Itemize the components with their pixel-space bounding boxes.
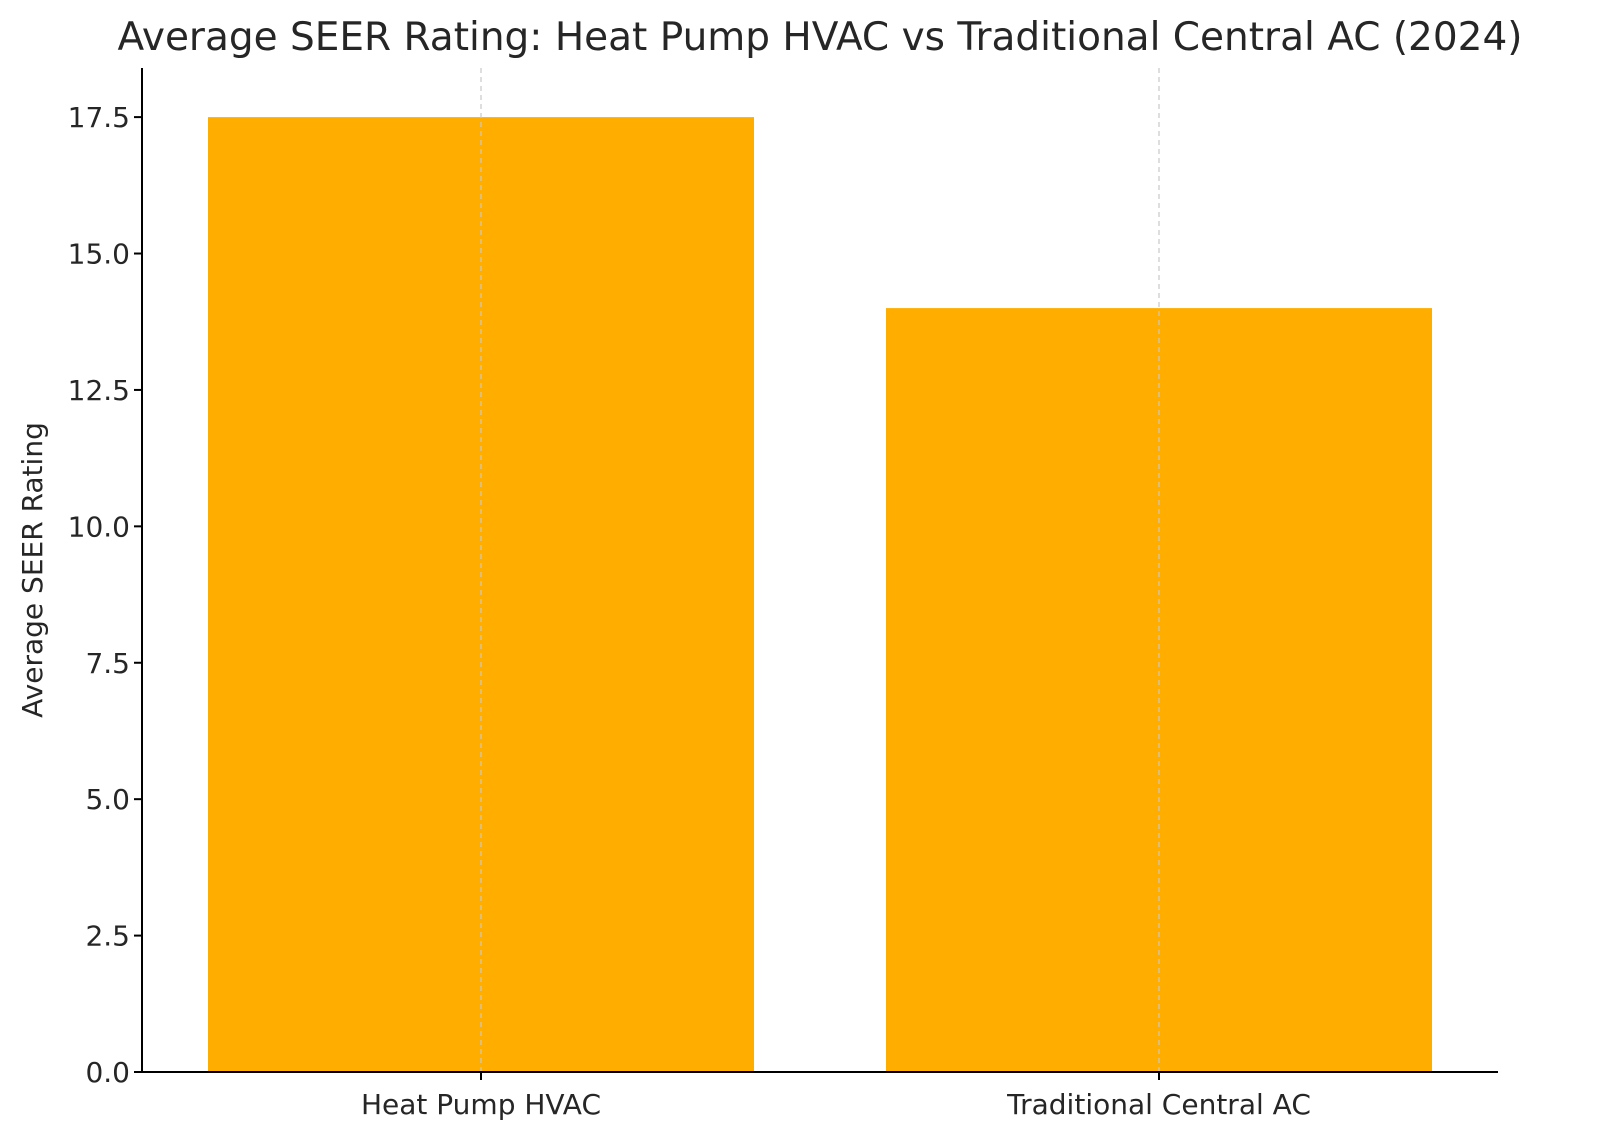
y-tick-label: 17.5	[68, 101, 130, 134]
y-tick-label: 5.0	[85, 783, 130, 816]
axes	[141, 68, 1498, 1073]
y-tick-label: 2.5	[85, 920, 130, 953]
y-axis-ticks: 0.0 2.5 5.0 7.5 10.0 12.5 15.0 17.5	[68, 101, 142, 1089]
chart-title: Average SEER Rating: Heat Pump HVAC vs T…	[117, 15, 1522, 60]
y-tick-label: 10.0	[68, 510, 130, 543]
x-tick-label: Traditional Central AC	[1006, 1088, 1311, 1121]
y-axis-label: Average SEER Rating	[16, 422, 49, 718]
x-tick-label: Heat Pump HVAC	[361, 1088, 601, 1121]
x-axis-ticks: Heat Pump HVAC Traditional Central AC	[361, 1072, 1311, 1121]
y-tick-label: 7.5	[85, 647, 130, 680]
bars	[208, 117, 1432, 1073]
y-tick-label: 15.0	[68, 238, 130, 271]
y-tick-label: 0.0	[85, 1056, 130, 1089]
y-tick-label: 12.5	[68, 374, 130, 407]
